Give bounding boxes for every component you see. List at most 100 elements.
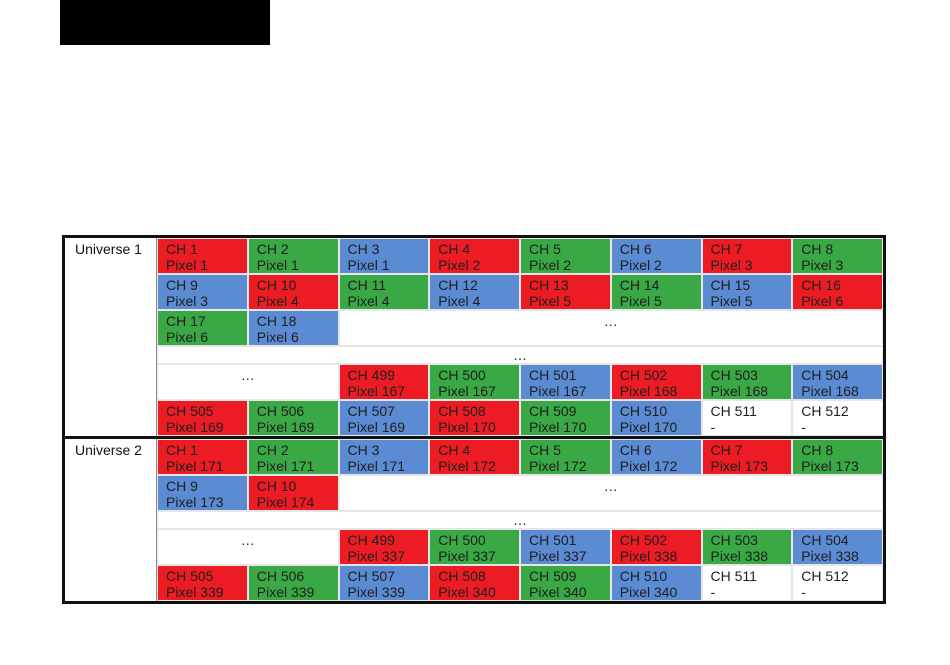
channel-text: CH 1 bbox=[166, 241, 198, 257]
channel-cell: CH 500 Pixel 167 bbox=[429, 364, 520, 400]
channel-text: CH 18 bbox=[256, 313, 297, 329]
channel-cell: CH 508 Pixel 170 bbox=[429, 400, 520, 436]
channel-cell: CH 500 Pixel 337 bbox=[429, 529, 520, 565]
channel-cell: CH 499 Pixel 167 bbox=[338, 364, 430, 400]
channel-text: CH 501 bbox=[529, 532, 577, 548]
channel-text: CH 7 bbox=[710, 442, 743, 458]
pixel-text: Pixel 170 bbox=[529, 419, 587, 435]
channel-cell: CH 507 Pixel 339 bbox=[338, 565, 430, 601]
pixel-text: Pixel 167 bbox=[347, 383, 406, 399]
pixel-text: Pixel 338 bbox=[801, 548, 859, 564]
pixel-text: Pixel 173 bbox=[801, 458, 859, 474]
pixel-text: Pixel 172 bbox=[619, 458, 678, 474]
channel-text: CH 506 bbox=[256, 403, 305, 419]
pixel-text: Pixel 3 bbox=[710, 257, 753, 273]
channel-cell: CH 506 Pixel 169 bbox=[247, 400, 339, 436]
channel-cell: CH 8 Pixel 3 bbox=[792, 238, 883, 274]
channel-cell: CH 3 Pixel 1 bbox=[338, 238, 430, 274]
pixel-text: Pixel 169 bbox=[256, 419, 315, 435]
pixel-text: Pixel 170 bbox=[438, 419, 496, 435]
channel-text: CH 17 bbox=[166, 313, 206, 329]
channel-cell: CH 6 Pixel 172 bbox=[610, 439, 702, 475]
channel-cell: CH 503 Pixel 168 bbox=[701, 364, 793, 400]
channel-text: CH 8 bbox=[801, 442, 834, 458]
pixel-text: Pixel 339 bbox=[256, 584, 315, 600]
pixel-text: Pixel 169 bbox=[166, 419, 224, 435]
channel-text: CH 2 bbox=[256, 442, 289, 458]
pixel-text: - bbox=[801, 419, 806, 435]
ellipsis-cell: … bbox=[157, 346, 883, 364]
channel-text: CH 507 bbox=[347, 568, 395, 584]
channel-cell: CH 2 Pixel 171 bbox=[247, 439, 339, 475]
channel-text: CH 512 bbox=[801, 403, 849, 419]
channel-text: CH 500 bbox=[438, 367, 486, 383]
channel-text: CH 4 bbox=[438, 442, 471, 458]
channel-cell: CH 1 Pixel 1 bbox=[157, 238, 248, 274]
channel-text: CH 509 bbox=[529, 568, 577, 584]
channel-text: CH 9 bbox=[166, 277, 198, 293]
channel-text: CH 502 bbox=[619, 367, 668, 383]
channel-cell: CH 5 Pixel 172 bbox=[520, 439, 611, 475]
pixel-text: Pixel 339 bbox=[166, 584, 224, 600]
channel-cell: CH 510 Pixel 340 bbox=[610, 565, 702, 601]
pixel-text: Pixel 340 bbox=[529, 584, 587, 600]
channel-cell: CH 7 Pixel 173 bbox=[701, 439, 793, 475]
channel-text: CH 3 bbox=[347, 241, 380, 257]
pixel-text: Pixel 5 bbox=[529, 293, 572, 309]
channel-cell: CH 4 Pixel 172 bbox=[429, 439, 520, 475]
ellipsis-cell: … bbox=[157, 529, 339, 565]
channel-text: CH 10 bbox=[256, 277, 297, 293]
pixel-text: Pixel 6 bbox=[801, 293, 844, 309]
pixel-text: Pixel 2 bbox=[438, 257, 481, 273]
pixel-text: Pixel 173 bbox=[166, 494, 224, 510]
channel-cell: CH 11 Pixel 4 bbox=[338, 274, 430, 310]
channel-text: CH 508 bbox=[438, 568, 486, 584]
pixel-text: Pixel 173 bbox=[710, 458, 769, 474]
channel-cell: CH 511- bbox=[701, 565, 793, 601]
channel-cell: CH 501 Pixel 337 bbox=[520, 529, 611, 565]
pixel-text: Pixel 168 bbox=[710, 383, 769, 399]
channel-text: CH 12 bbox=[438, 277, 478, 293]
pixel-text: Pixel 1 bbox=[256, 257, 299, 273]
channel-text: CH 4 bbox=[438, 241, 471, 257]
channel-text: CH 16 bbox=[801, 277, 841, 293]
channel-cell: CH 15 Pixel 5 bbox=[701, 274, 793, 310]
channel-text: CH 2 bbox=[256, 241, 289, 257]
channel-text: CH 501 bbox=[529, 367, 577, 383]
channel-text: CH 511 bbox=[710, 403, 757, 419]
pixel-text: Pixel 1 bbox=[166, 257, 209, 273]
channel-cell: CH 504 Pixel 338 bbox=[792, 529, 883, 565]
channel-text: CH 504 bbox=[801, 532, 849, 548]
pixel-text: Pixel 1 bbox=[347, 257, 390, 273]
pixel-text: Pixel 6 bbox=[256, 329, 299, 345]
pixel-text: Pixel 171 bbox=[347, 458, 406, 474]
channel-cell: CH 14 Pixel 5 bbox=[610, 274, 702, 310]
pixel-text: Pixel 172 bbox=[438, 458, 496, 474]
channel-text: CH 507 bbox=[347, 403, 395, 419]
channel-text: CH 503 bbox=[710, 367, 758, 383]
channel-cell: CH 3 Pixel 171 bbox=[338, 439, 430, 475]
channel-text: CH 7 bbox=[710, 241, 743, 257]
pixel-text: - bbox=[801, 584, 806, 600]
pixel-text: Pixel 337 bbox=[347, 548, 406, 564]
redacted-block bbox=[60, 0, 270, 45]
channel-cell: CH 507 Pixel 169 bbox=[338, 400, 430, 436]
channel-cell: CH 509 Pixel 340 bbox=[520, 565, 611, 601]
channel-text: CH 5 bbox=[529, 241, 561, 257]
pixel-text: Pixel 4 bbox=[256, 293, 299, 309]
channel-text: CH 503 bbox=[710, 532, 758, 548]
pixel-text: Pixel 172 bbox=[529, 458, 587, 474]
channel-text: CH 505 bbox=[166, 568, 214, 584]
pixel-text: - bbox=[710, 584, 716, 600]
pixel-text: Pixel 338 bbox=[710, 548, 769, 564]
pixel-text: Pixel 337 bbox=[438, 548, 496, 564]
pixel-text: Pixel 340 bbox=[438, 584, 496, 600]
channel-text: CH 502 bbox=[619, 532, 668, 548]
pixel-text: Pixel 3 bbox=[166, 293, 209, 309]
channel-text: CH 500 bbox=[438, 532, 486, 548]
channel-text: CH 510 bbox=[619, 403, 668, 419]
channel-text: CH 510 bbox=[619, 568, 668, 584]
channel-text: CH 5 bbox=[529, 442, 561, 458]
pixel-text: Pixel 169 bbox=[347, 419, 406, 435]
